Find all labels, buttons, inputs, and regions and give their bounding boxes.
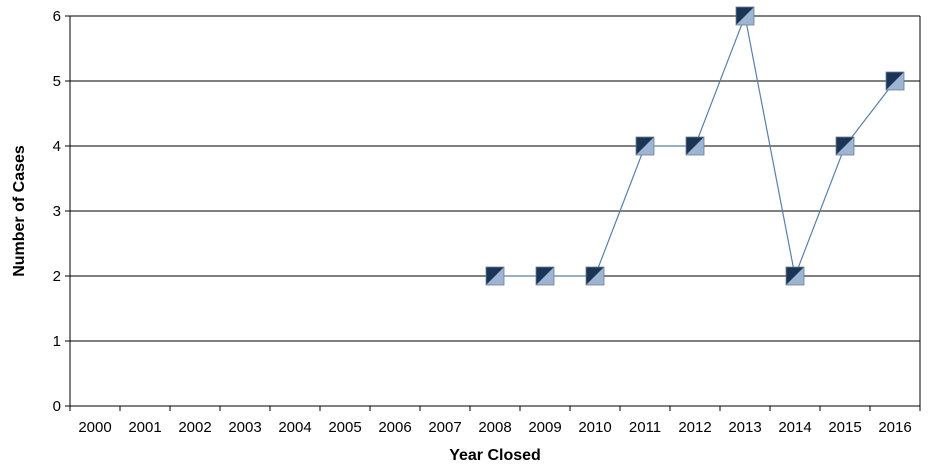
series-markers (485, 6, 905, 286)
x-tick-label-2002: 2002 (178, 419, 211, 436)
y-tick-label-5: 5 (53, 73, 61, 90)
x-tick-label-2014: 2014 (778, 419, 811, 436)
marker-border-2013 (735, 6, 755, 26)
marker-border-2011 (635, 136, 655, 156)
data-point-2016 (885, 71, 905, 91)
y-tick-label-1: 1 (53, 333, 61, 350)
marker-dark-2010 (586, 267, 604, 285)
marker-dark-2009 (536, 267, 554, 285)
y-tick-label-2: 2 (53, 268, 61, 285)
marker-border-2012 (685, 136, 705, 156)
x-tick-label-2012: 2012 (678, 419, 711, 436)
y-tick-label-0: 0 (53, 398, 61, 415)
marker-dark-2011 (636, 137, 654, 155)
x-tick-label-2007: 2007 (428, 419, 461, 436)
marker-dark-2013 (736, 7, 754, 25)
x-tick-label-2009: 2009 (528, 419, 561, 436)
marker-border-2010 (585, 266, 605, 286)
x-tick-label-2015: 2015 (828, 419, 861, 436)
x-axis-title: Year Closed (449, 447, 541, 464)
data-point-2010 (585, 266, 605, 286)
gridlines (70, 15, 920, 342)
y-tick-label-4: 4 (53, 138, 61, 155)
x-tick-label-2003: 2003 (228, 419, 261, 436)
x-tick-label-2004: 2004 (278, 419, 311, 436)
marker-border-2016 (885, 71, 905, 91)
marker-dark-2012 (686, 137, 704, 155)
data-point-2009 (535, 266, 555, 286)
y-tick-label-6: 6 (53, 8, 61, 25)
marker-border-2009 (535, 266, 555, 286)
x-tick-label-2013: 2013 (728, 419, 761, 436)
marker-border-2008 (485, 266, 505, 286)
y-axis-title: Number of Cases (11, 145, 28, 277)
marker-border-2014 (785, 266, 805, 286)
marker-border-2015 (835, 136, 855, 156)
data-point-2014 (785, 266, 805, 286)
x-tick-label-2010: 2010 (578, 419, 611, 436)
marker-dark-2014 (786, 267, 804, 285)
marker-dark-2015 (836, 137, 854, 155)
x-tick-labels: 2000 2001 2002 2003 2004 2005 2006 2007 2008 2009… (78, 419, 911, 436)
x-tick-label-2001: 2001 (128, 419, 161, 436)
marker-dark-2008 (486, 267, 504, 285)
data-point-2008 (485, 266, 505, 286)
axes (65, 15, 921, 411)
y-tick-label-3: 3 (53, 203, 61, 220)
data-point-2013 (735, 6, 755, 26)
x-tick-label-2011: 2011 (629, 419, 661, 436)
x-tick-label-2008: 2008 (478, 419, 511, 436)
x-tick-label-2000: 2000 (78, 419, 111, 436)
x-tick-label-2016: 2016 (878, 419, 911, 436)
y-tick-labels: 0 1 2 3 4 5 6 (53, 8, 61, 415)
data-point-2015 (835, 136, 855, 156)
marker-dark-2016 (886, 72, 904, 90)
x-tick-label-2006: 2006 (378, 419, 411, 436)
data-point-2011 (635, 136, 655, 156)
data-point-2012 (685, 136, 705, 156)
x-tick-label-2005: 2005 (328, 419, 361, 436)
